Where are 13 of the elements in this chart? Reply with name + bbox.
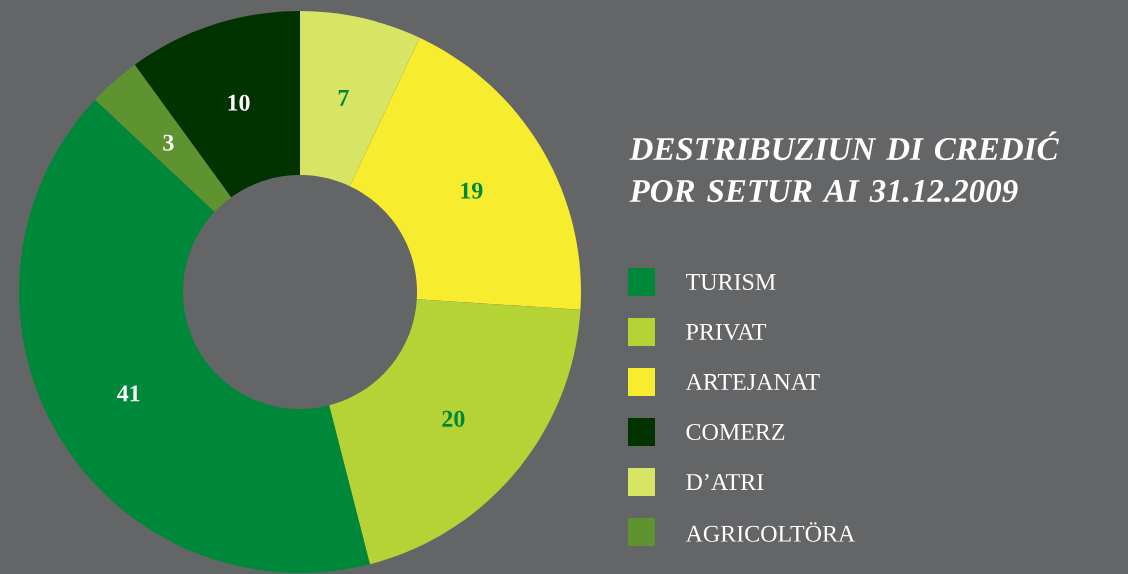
data-label: 7 [338,89,349,106]
legend-label: PRIVAT [686,323,767,341]
legend-label: TURISM [685,273,776,291]
data-label: 10 [228,94,250,111]
legend-label: AGRICOLTÖRA [685,522,856,542]
data-label: 19 [461,182,483,199]
data-label: 3 [163,134,174,151]
legend-label: ARTEJANAT [685,373,820,391]
data-label: 41 [117,385,140,402]
text: DESTRIBUZIUN DI CREDIĆ POR SETUR AI 31.12.2009 [629,131,1059,203]
data-label: 20 [442,410,465,427]
legend-label: COMERZ [686,423,785,441]
legend-label: D’ATRI [686,473,764,490]
